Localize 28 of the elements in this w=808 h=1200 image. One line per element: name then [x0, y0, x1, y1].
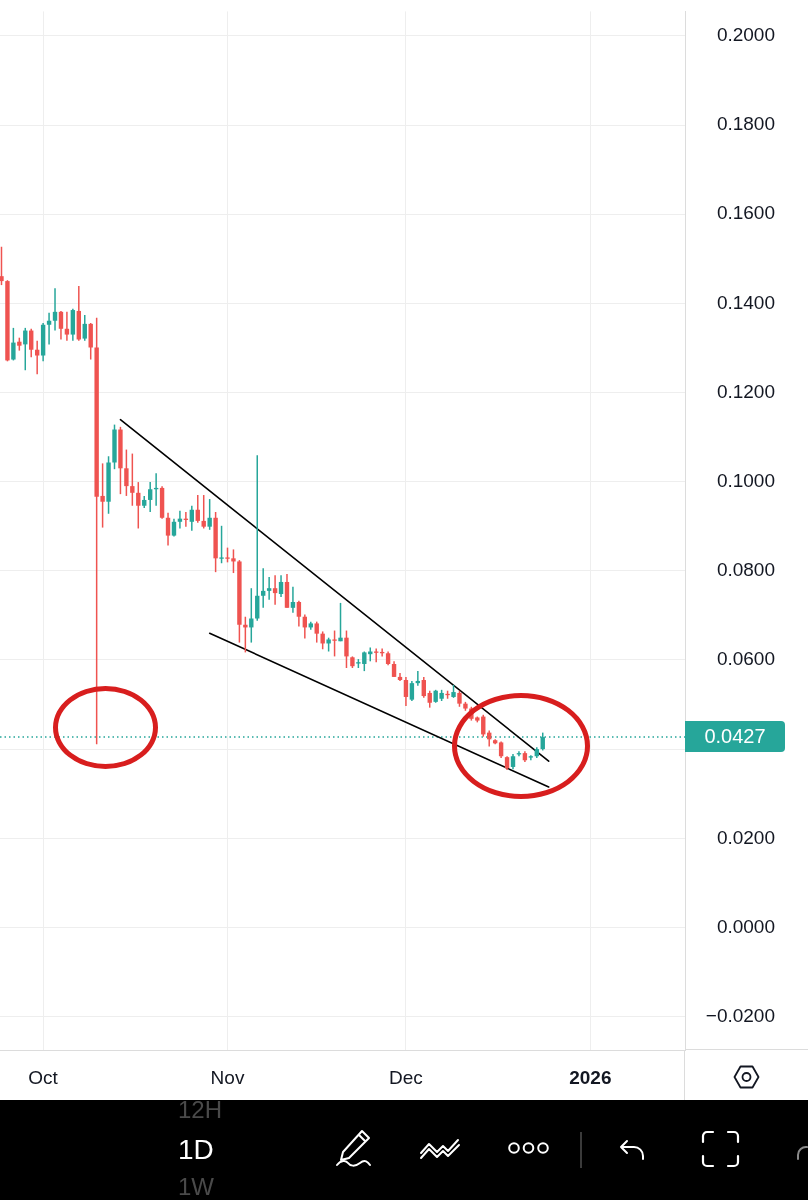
ref-line-label: 0.0427: [704, 724, 766, 747]
x-tick-label: Dec: [389, 1066, 423, 1088]
y-tick-label: 0.0600: [716, 648, 775, 670]
x-tick-label: Nov: [210, 1066, 245, 1088]
text: 1W: [178, 1173, 214, 1200]
y-tick-label: 0.1000: [716, 469, 775, 491]
candlestick: [290, 586, 296, 613]
y-tick-label: 0.2000: [716, 24, 775, 46]
y-tick-label: 0.0800: [716, 559, 775, 581]
x-tick-label: Oct: [28, 1066, 59, 1088]
candlestick: [255, 455, 260, 621]
candlestick: [266, 577, 272, 600]
candlestick: [34, 340, 40, 375]
y-tick-label: 0.0000: [716, 915, 775, 937]
x-tick-label: 2026: [569, 1066, 612, 1088]
candlestick: [272, 575, 278, 605]
candlestick: [260, 568, 266, 608]
candlestick: [374, 648, 379, 663]
y-tick-label: 0.1400: [716, 291, 775, 313]
text: 12H: [178, 1096, 223, 1123]
y-tick-label: 0.1800: [716, 113, 775, 135]
y-tick-label: 0.1600: [716, 202, 775, 224]
text: 1D: [178, 1134, 214, 1165]
candlestick: [64, 311, 70, 341]
y-tick-label: −0.0200: [705, 1004, 775, 1026]
y-tick-label: 0.1200: [716, 380, 775, 402]
candlestick: [52, 288, 58, 331]
y-tick-label: 0.0200: [716, 826, 775, 848]
